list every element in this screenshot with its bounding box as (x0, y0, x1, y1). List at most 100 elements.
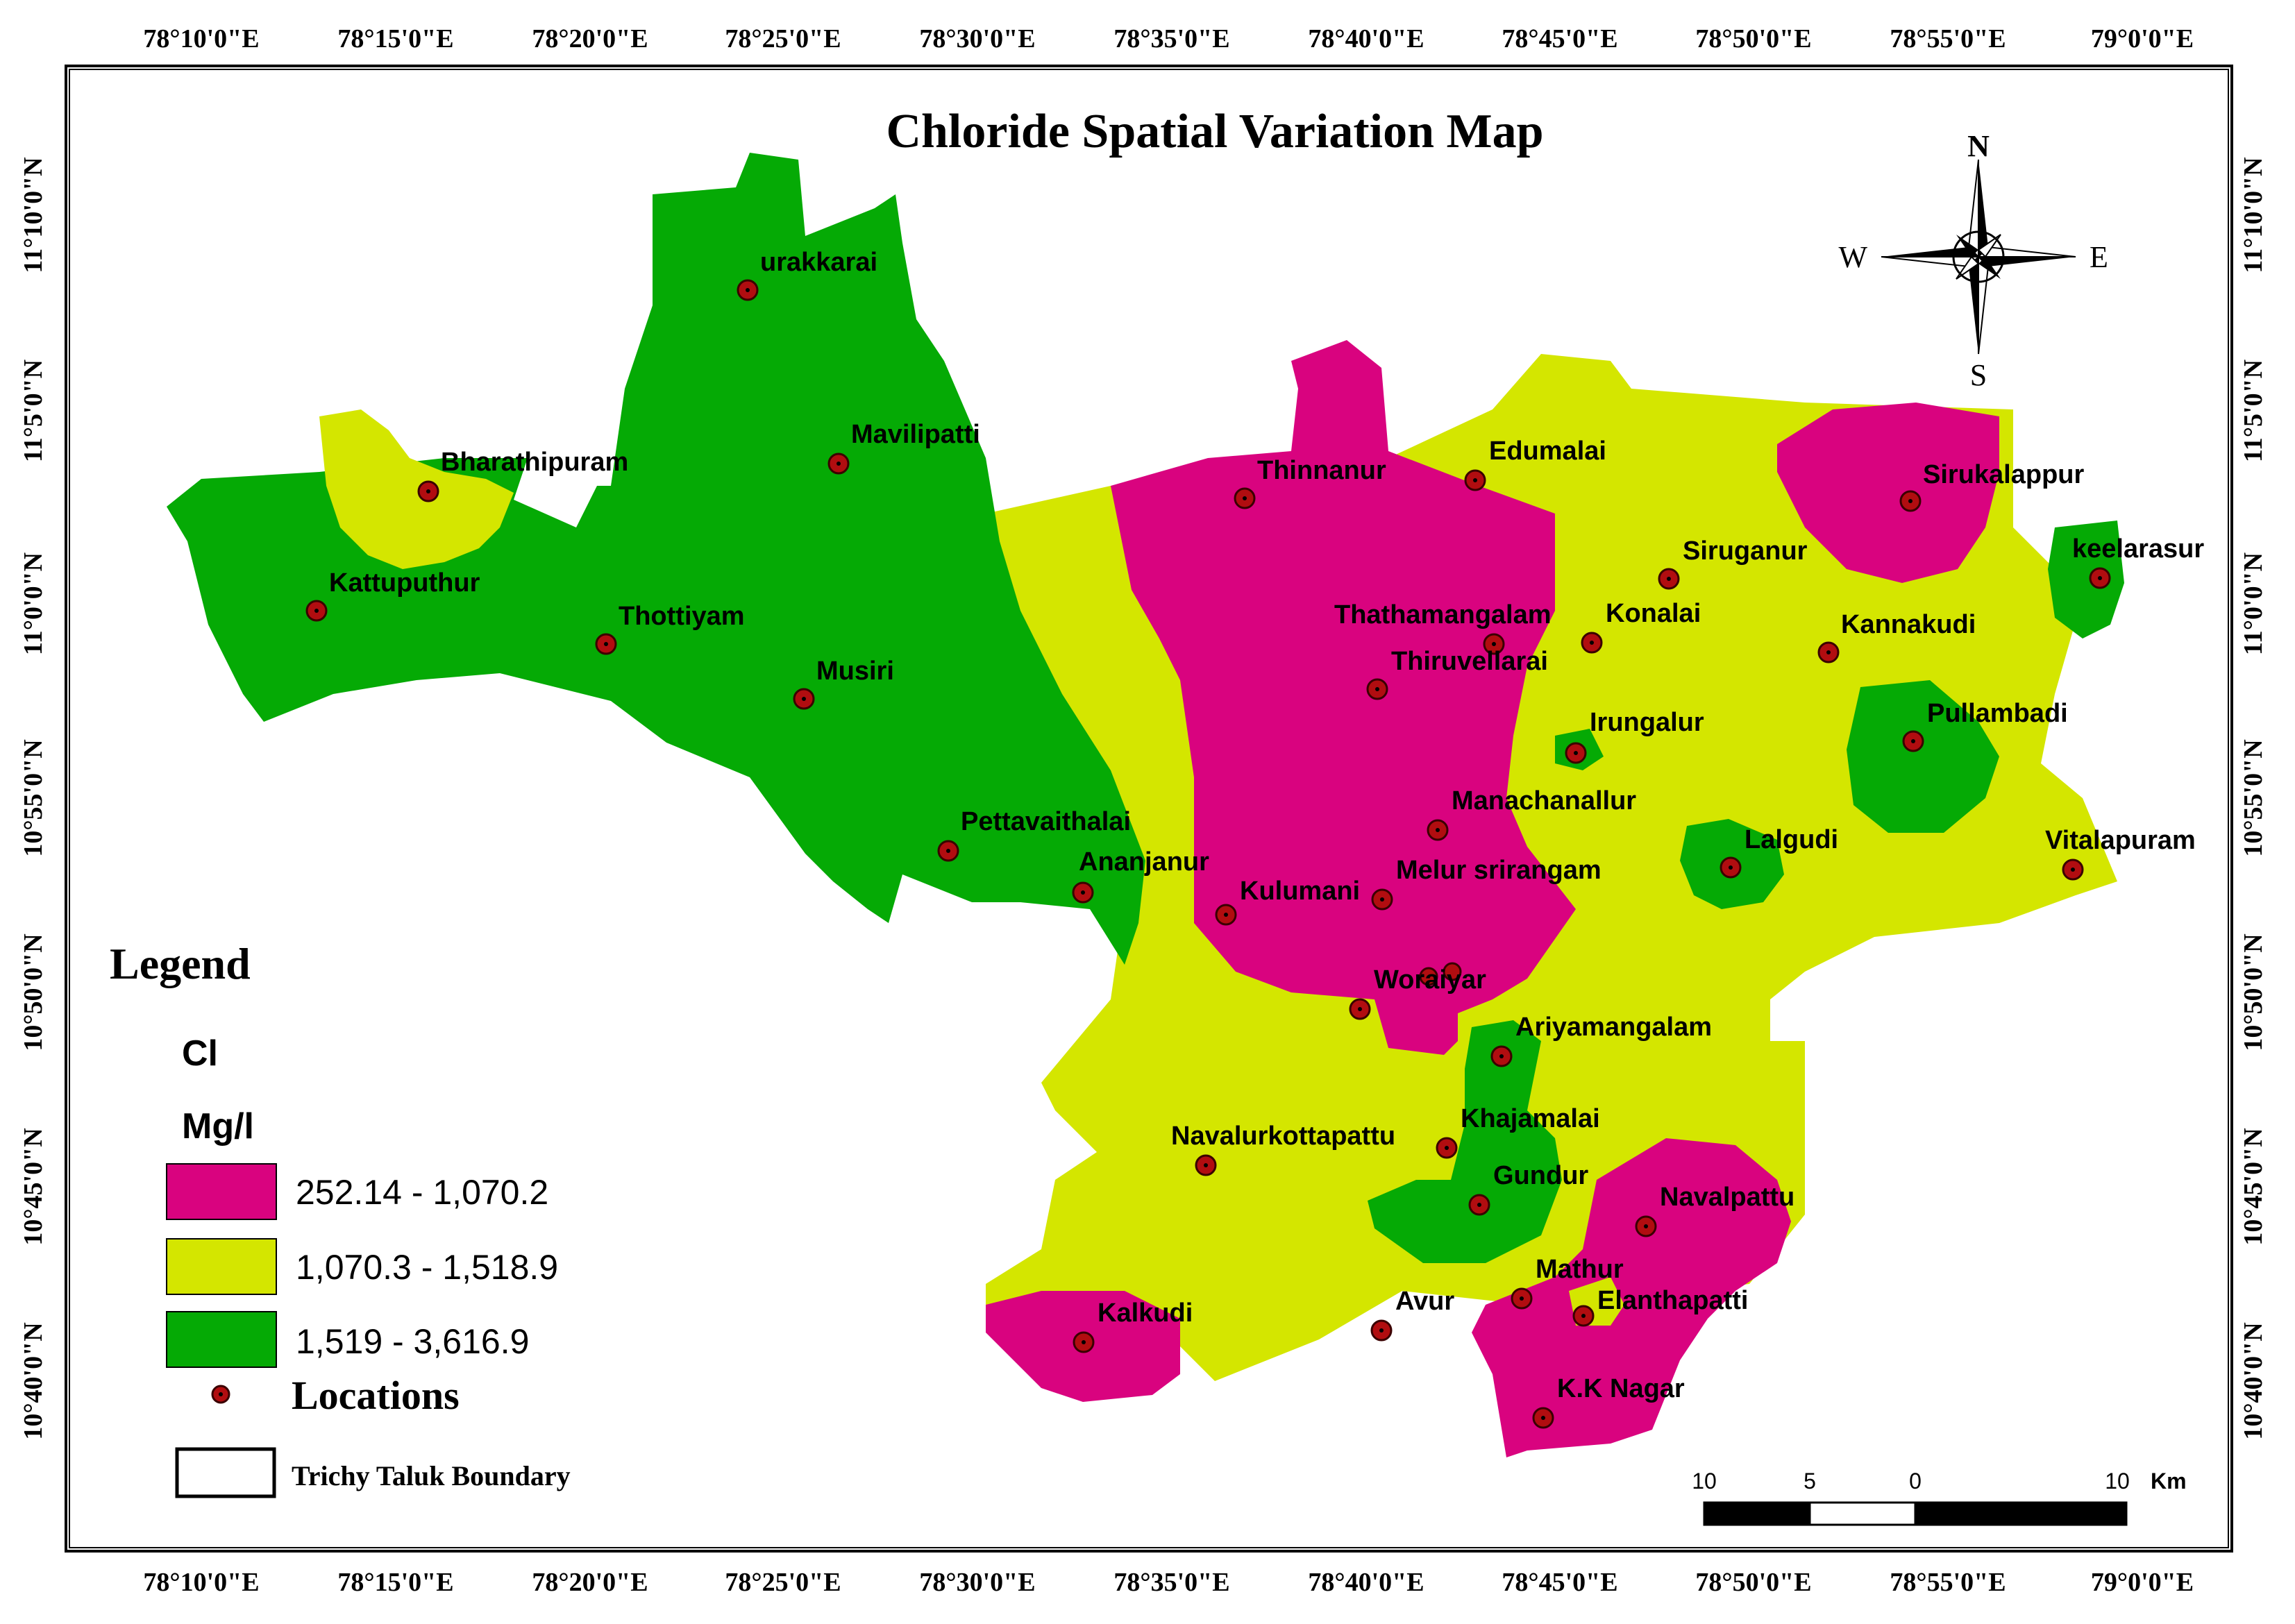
location-marker-dot (1375, 687, 1379, 691)
top-longitude-ticks: 78°10'0"E 78°15'0"E 78°20'0"E 78°25'0"E 78°3… (143, 24, 2194, 53)
right-tick-label: 11°0'0"N (2239, 552, 2268, 655)
location-label: Woraiyar (1374, 965, 1486, 995)
location-marker-dot (1243, 496, 1247, 500)
locations-layer: urakkarai Mavilipatti Bharathipuram Kattupu… (305, 248, 2204, 1429)
legend-heading: Legend (110, 939, 251, 988)
top-tick-label: 78°20'0"E (532, 24, 648, 53)
location-marker-dot (1081, 890, 1085, 895)
top-tick-label: 78°30'0"E (919, 24, 1035, 53)
left-latitude-ticks: 11°10'0"N 11°5'0"N 11°0'0"N 10°55'0"N 10°50'… (19, 157, 48, 1439)
location-label: Elanthapatti (1597, 1286, 1748, 1315)
zone-low-sirukalappur (1777, 403, 1999, 583)
legend-unit: Mg/l (182, 1106, 254, 1147)
location-marker-dot (1574, 751, 1578, 755)
left-tick-label: 11°5'0"N (19, 360, 48, 462)
location-label: keelarasur (2072, 534, 2204, 564)
location-marker-dot (746, 288, 750, 292)
location-label: Irungalur (1590, 708, 1704, 737)
location-manachanallur: Manachanallur (1427, 786, 1636, 841)
location-label: Sirukalappur (1923, 460, 2084, 489)
location-marker-dot (1729, 865, 1733, 870)
left-tick-label: 10°45'0"N (19, 1128, 48, 1245)
location-label: Kalkudi (1098, 1299, 1193, 1328)
location-melur-srirangam: Melur srirangam (1371, 856, 1602, 911)
right-tick-label: 11°5'0"N (2239, 360, 2268, 462)
zone-high-keelarasur (2048, 521, 2124, 638)
scale-seg-2 (1808, 1501, 1917, 1526)
location-marker-dot (1826, 650, 1831, 654)
legend-label-high: 1,519 - 3,616.9 (296, 1322, 529, 1361)
location-ananjanur: Ananjanur (1072, 847, 1209, 904)
location-khajamalai: Khajamalai (1436, 1104, 1600, 1159)
location-label: Thottiyam (619, 602, 745, 631)
location-label: Khajamalai (1461, 1104, 1600, 1133)
location-marker-dot (426, 489, 430, 493)
left-tick-label: 10°55'0"N (19, 739, 48, 856)
location-label: Konalai (1606, 599, 1701, 628)
bottom-tick-label: 78°55'0"E (1890, 1568, 2006, 1597)
location-thottiyam: Thottiyam (595, 602, 745, 655)
top-tick-label: 78°35'0"E (1113, 24, 1229, 53)
location-marker-dot (1667, 577, 1671, 581)
location-konalai: Konalai (1581, 599, 1701, 654)
bottom-tick-label: 78°35'0"E (1113, 1568, 1229, 1597)
location-marker-dot (314, 609, 319, 613)
top-tick-label: 78°40'0"E (1308, 24, 1424, 53)
right-tick-label: 10°45'0"N (2239, 1128, 2268, 1245)
location-label: Thathamangalam (1334, 600, 1552, 629)
location-urakkarai: urakkarai (737, 248, 877, 301)
location-kulumani: Kulumani (1215, 877, 1360, 926)
location-marker-dot (1590, 641, 1594, 645)
compass-n: N (1967, 129, 1990, 163)
top-tick-label: 78°55'0"E (1890, 24, 2006, 53)
legend-locations-label: Locations (292, 1373, 460, 1418)
location-marker (1443, 962, 1462, 981)
left-tick-label: 11°10'0"N (19, 157, 48, 273)
location-marker-dot (604, 642, 608, 646)
location-marker-dot (1581, 1314, 1586, 1318)
compass-w: W (1838, 240, 1867, 274)
right-tick-label: 11°10'0"N (2239, 157, 2268, 273)
location-pullambadi: Pullambadi (1902, 699, 2068, 752)
legend-swatch-low (166, 1163, 277, 1220)
location-marker-dot (1436, 828, 1440, 832)
location-marker-dot (1520, 1296, 1524, 1301)
location-marker-dot (802, 697, 806, 701)
left-tick-label: 10°40'0"N (19, 1322, 48, 1439)
location-marker-dot (946, 849, 950, 853)
location-marker-dot (1541, 1416, 1545, 1420)
bottom-tick-label: 78°15'0"E (337, 1568, 453, 1597)
top-tick-label: 78°45'0"E (1502, 24, 1617, 53)
top-tick-label: 78°50'0"E (1695, 24, 1811, 53)
location-marker-dot (1477, 1203, 1481, 1207)
scale-label-1: 5 (1804, 1469, 1816, 1494)
location-label: Edumalai (1489, 437, 1606, 466)
location-marker-dot (1204, 1163, 1208, 1167)
scale-seg-1 (1703, 1501, 1811, 1526)
location-marker-dot (1473, 478, 1477, 482)
location-label: Manachanallur (1452, 786, 1636, 815)
zone-high-west (167, 153, 1145, 965)
right-tick-label: 10°55'0"N (2239, 739, 2268, 856)
location-mathur: Mathur (1511, 1255, 1624, 1310)
location-navalpattu: Navalpattu (1635, 1183, 1794, 1237)
outer-frame (65, 65, 2233, 1553)
bottom-tick-label: 79°0'0"E (2091, 1568, 2194, 1597)
bottom-tick-label: 78°50'0"E (1695, 1568, 1811, 1597)
scale-bar: 10 5 0 10 Km (1692, 1469, 2187, 1526)
bottom-tick-label: 78°45'0"E (1502, 1568, 1617, 1597)
top-tick-label: 78°10'0"E (143, 24, 259, 53)
location-label: Avur (1395, 1287, 1454, 1316)
bottom-tick-label: 78°10'0"E (143, 1568, 259, 1597)
location-marker-dot (2098, 576, 2102, 580)
left-tick-label: 10°50'0"N (19, 933, 48, 1051)
scale-label-3: 10 (2105, 1469, 2130, 1494)
location-ariyamangalam: Ariyamangalam (1490, 1013, 1712, 1067)
zone-high-pullambadi (1847, 680, 1999, 833)
location-label: Gundur (1493, 1161, 1588, 1190)
location-label: K.K Nagar (1557, 1374, 1685, 1403)
bottom-longitude-ticks: 78°10'0"E 78°15'0"E 78°20'0"E 78°25'0"E 78°3… (143, 1568, 2194, 1597)
location-label: Navalurkottapattu (1171, 1122, 1395, 1151)
location-keelarasur: keelarasur (2072, 534, 2204, 589)
